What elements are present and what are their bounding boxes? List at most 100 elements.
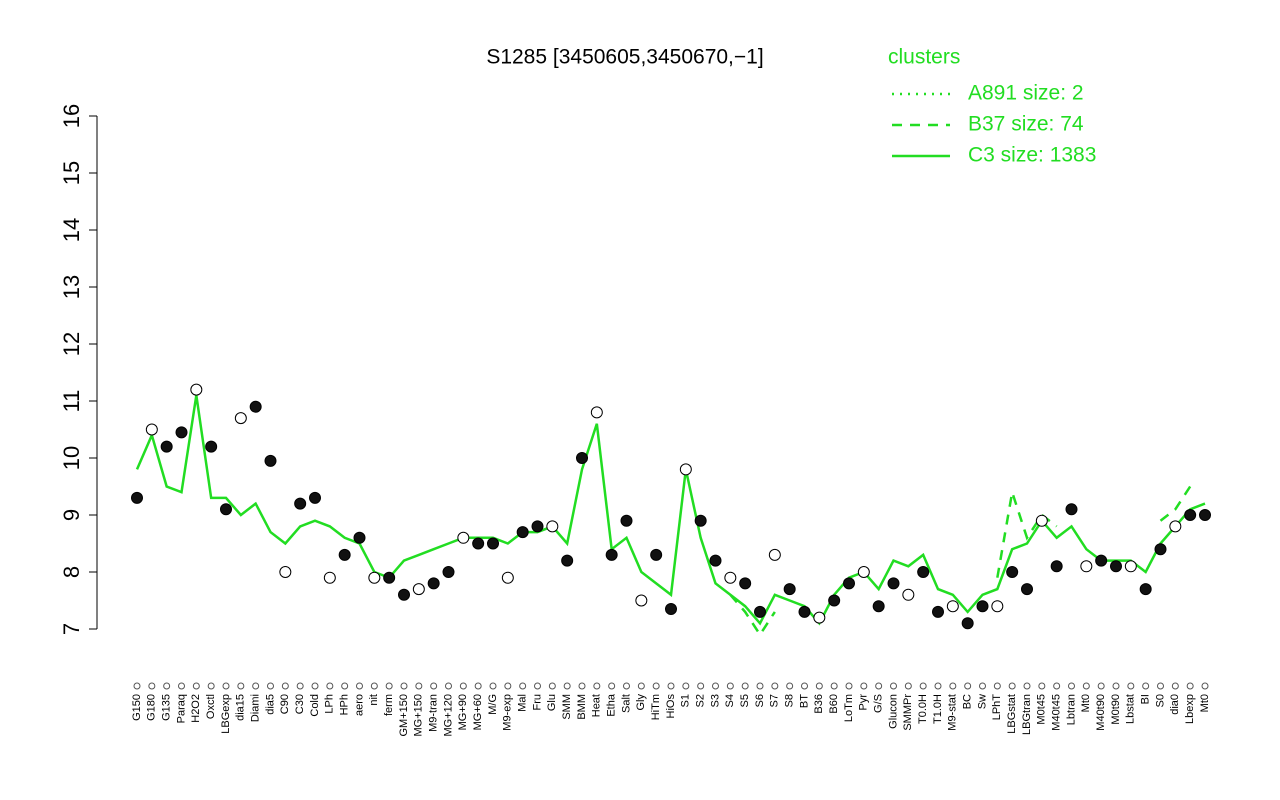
- x-tick-label: dia15: [235, 694, 247, 721]
- point: [131, 491, 143, 504]
- x-tick-label: M9-exp: [502, 694, 514, 731]
- rug-mark: [712, 682, 719, 690]
- x-tick-label: MG+90: [457, 694, 469, 730]
- y-tick-label: 15: [59, 161, 84, 185]
- point: [887, 577, 900, 590]
- rug-mark: [1097, 682, 1105, 690]
- point: [1169, 520, 1182, 533]
- rug-mark: [385, 682, 393, 690]
- cluster-line: [135, 395, 1206, 626]
- rug-mark: [993, 682, 1001, 690]
- rug-mark: [326, 682, 334, 690]
- x-tick-label: Pyr: [858, 694, 870, 711]
- point: [1199, 509, 1211, 521]
- point: [205, 440, 218, 453]
- rug-mark: [222, 682, 230, 690]
- rug-mark: [415, 682, 423, 690]
- rug-mark: [1201, 682, 1209, 690]
- x-tick-label: HPh: [339, 694, 351, 715]
- legend-label: B37 size: 74: [968, 113, 1084, 136]
- point: [398, 588, 410, 601]
- point: [501, 571, 514, 584]
- point: [294, 497, 307, 510]
- point: [145, 423, 158, 436]
- x-tick-label: Lbstat: [1125, 694, 1137, 724]
- point: [857, 566, 870, 578]
- x-tick-label: C90: [279, 694, 291, 714]
- x-tick-label: M/G: [487, 694, 499, 715]
- rug-mark: [741, 682, 749, 690]
- rug-mark: [267, 682, 274, 690]
- rug-mark: [830, 682, 838, 690]
- rug-mark: [682, 682, 690, 690]
- rug-mark: [623, 682, 630, 690]
- rug-mark: [133, 682, 141, 690]
- point: [768, 548, 781, 561]
- cluster-line: [1159, 485, 1192, 522]
- point: [1065, 503, 1078, 516]
- x-tick-label: Salt: [620, 694, 632, 713]
- x-tick-label: Lbtran: [1065, 694, 1077, 725]
- point: [828, 594, 841, 607]
- x-tick-label: Sw: [976, 694, 988, 709]
- rug-mark: [252, 682, 260, 690]
- x-tick-label: S4: [724, 694, 736, 707]
- x-tick-label: M9-stat: [947, 694, 959, 731]
- point: [427, 577, 440, 590]
- y-tick-label: 13: [59, 275, 84, 299]
- x-tick-label: Mal: [517, 694, 529, 712]
- rug-mark: [178, 682, 185, 690]
- rug-mark: [1082, 682, 1090, 690]
- point: [516, 526, 529, 539]
- point: [917, 566, 930, 578]
- y-tick-label: 14: [59, 218, 84, 242]
- point: [813, 611, 826, 624]
- point: [1110, 560, 1122, 573]
- rug-mark: [1008, 682, 1016, 690]
- x-tick-label: BC: [962, 694, 974, 709]
- rug-mark: [756, 682, 764, 690]
- x-tick-label: Diami: [250, 694, 262, 722]
- x-tick-label: MG+150: [413, 694, 425, 737]
- rug-mark: [1127, 682, 1135, 690]
- x-tick-label: C30: [294, 694, 306, 714]
- y-tick-label: 11: [59, 390, 84, 413]
- point: [590, 406, 603, 419]
- rug-mark: [637, 682, 645, 690]
- point: [620, 514, 633, 527]
- x-tick-label: S1: [680, 694, 692, 707]
- point: [605, 548, 618, 561]
- x-tick-label: LBGstat: [1006, 694, 1018, 734]
- rug-mark: [786, 682, 794, 690]
- x-tick-label: M9-tran: [428, 694, 440, 732]
- rug-mark: [919, 682, 927, 690]
- point: [902, 588, 915, 601]
- point: [946, 600, 959, 613]
- rug-mark: [979, 682, 986, 690]
- point: [650, 548, 663, 561]
- point: [635, 594, 648, 607]
- rug-mark: [1068, 682, 1075, 690]
- x-tick-label: BI: [1140, 694, 1152, 704]
- point: [665, 603, 677, 616]
- rug-mark: [801, 682, 808, 690]
- rug-mark: [400, 682, 408, 690]
- x-tick-label: Glu: [546, 694, 558, 711]
- rug-mark: [875, 682, 883, 690]
- point: [724, 571, 737, 584]
- point: [1154, 543, 1167, 556]
- rug-mark: [608, 682, 616, 690]
- rug-mark: [207, 682, 215, 690]
- x-tick-label: S0: [1154, 694, 1166, 707]
- x-tick-label: BMM: [576, 694, 588, 720]
- rug-mark: [964, 682, 972, 690]
- x-tick-label: LBGexp: [220, 694, 232, 734]
- rug-mark: [237, 682, 245, 690]
- point: [1035, 514, 1048, 527]
- point: [457, 531, 470, 544]
- x-tick-label: S6: [754, 694, 766, 707]
- rug-mark: [771, 682, 779, 690]
- point: [872, 600, 885, 613]
- x-tick-label: B60: [828, 694, 840, 714]
